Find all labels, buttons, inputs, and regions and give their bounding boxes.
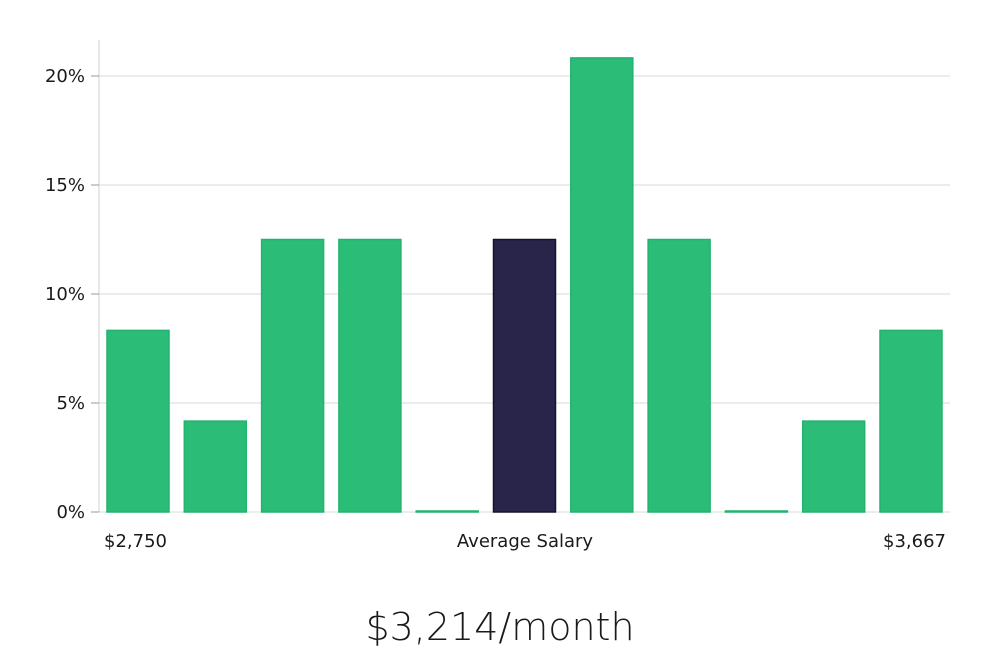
bar [260,238,325,513]
x-label-center: Average Salary [457,531,594,552]
bar [879,329,943,513]
bar [801,420,866,513]
bar [724,510,789,513]
y-tick-label: 10% [45,284,85,305]
y-tick-label: 20% [45,66,85,87]
y-tick-label: 0% [56,502,85,523]
salary-histogram: 0% 5% 10% 15% 20% $2,750 Average Salary $3,6… [45,40,950,552]
bar [570,57,634,513]
y-axis-ticks: 0% 5% 10% 15% 20% [45,66,99,523]
y-tick-label: 5% [56,393,85,414]
average-salary-value: $3,214/month [365,605,635,649]
bar-average-salary [492,238,557,513]
bar [415,510,479,513]
y-tick-label: 15% [45,175,85,196]
bars [106,57,943,513]
x-label-min: $2,750 [104,531,167,552]
bar [647,238,711,513]
bar [338,238,402,513]
bar [106,329,170,513]
x-label-max: $3,667 [883,531,946,552]
bar [183,420,248,513]
